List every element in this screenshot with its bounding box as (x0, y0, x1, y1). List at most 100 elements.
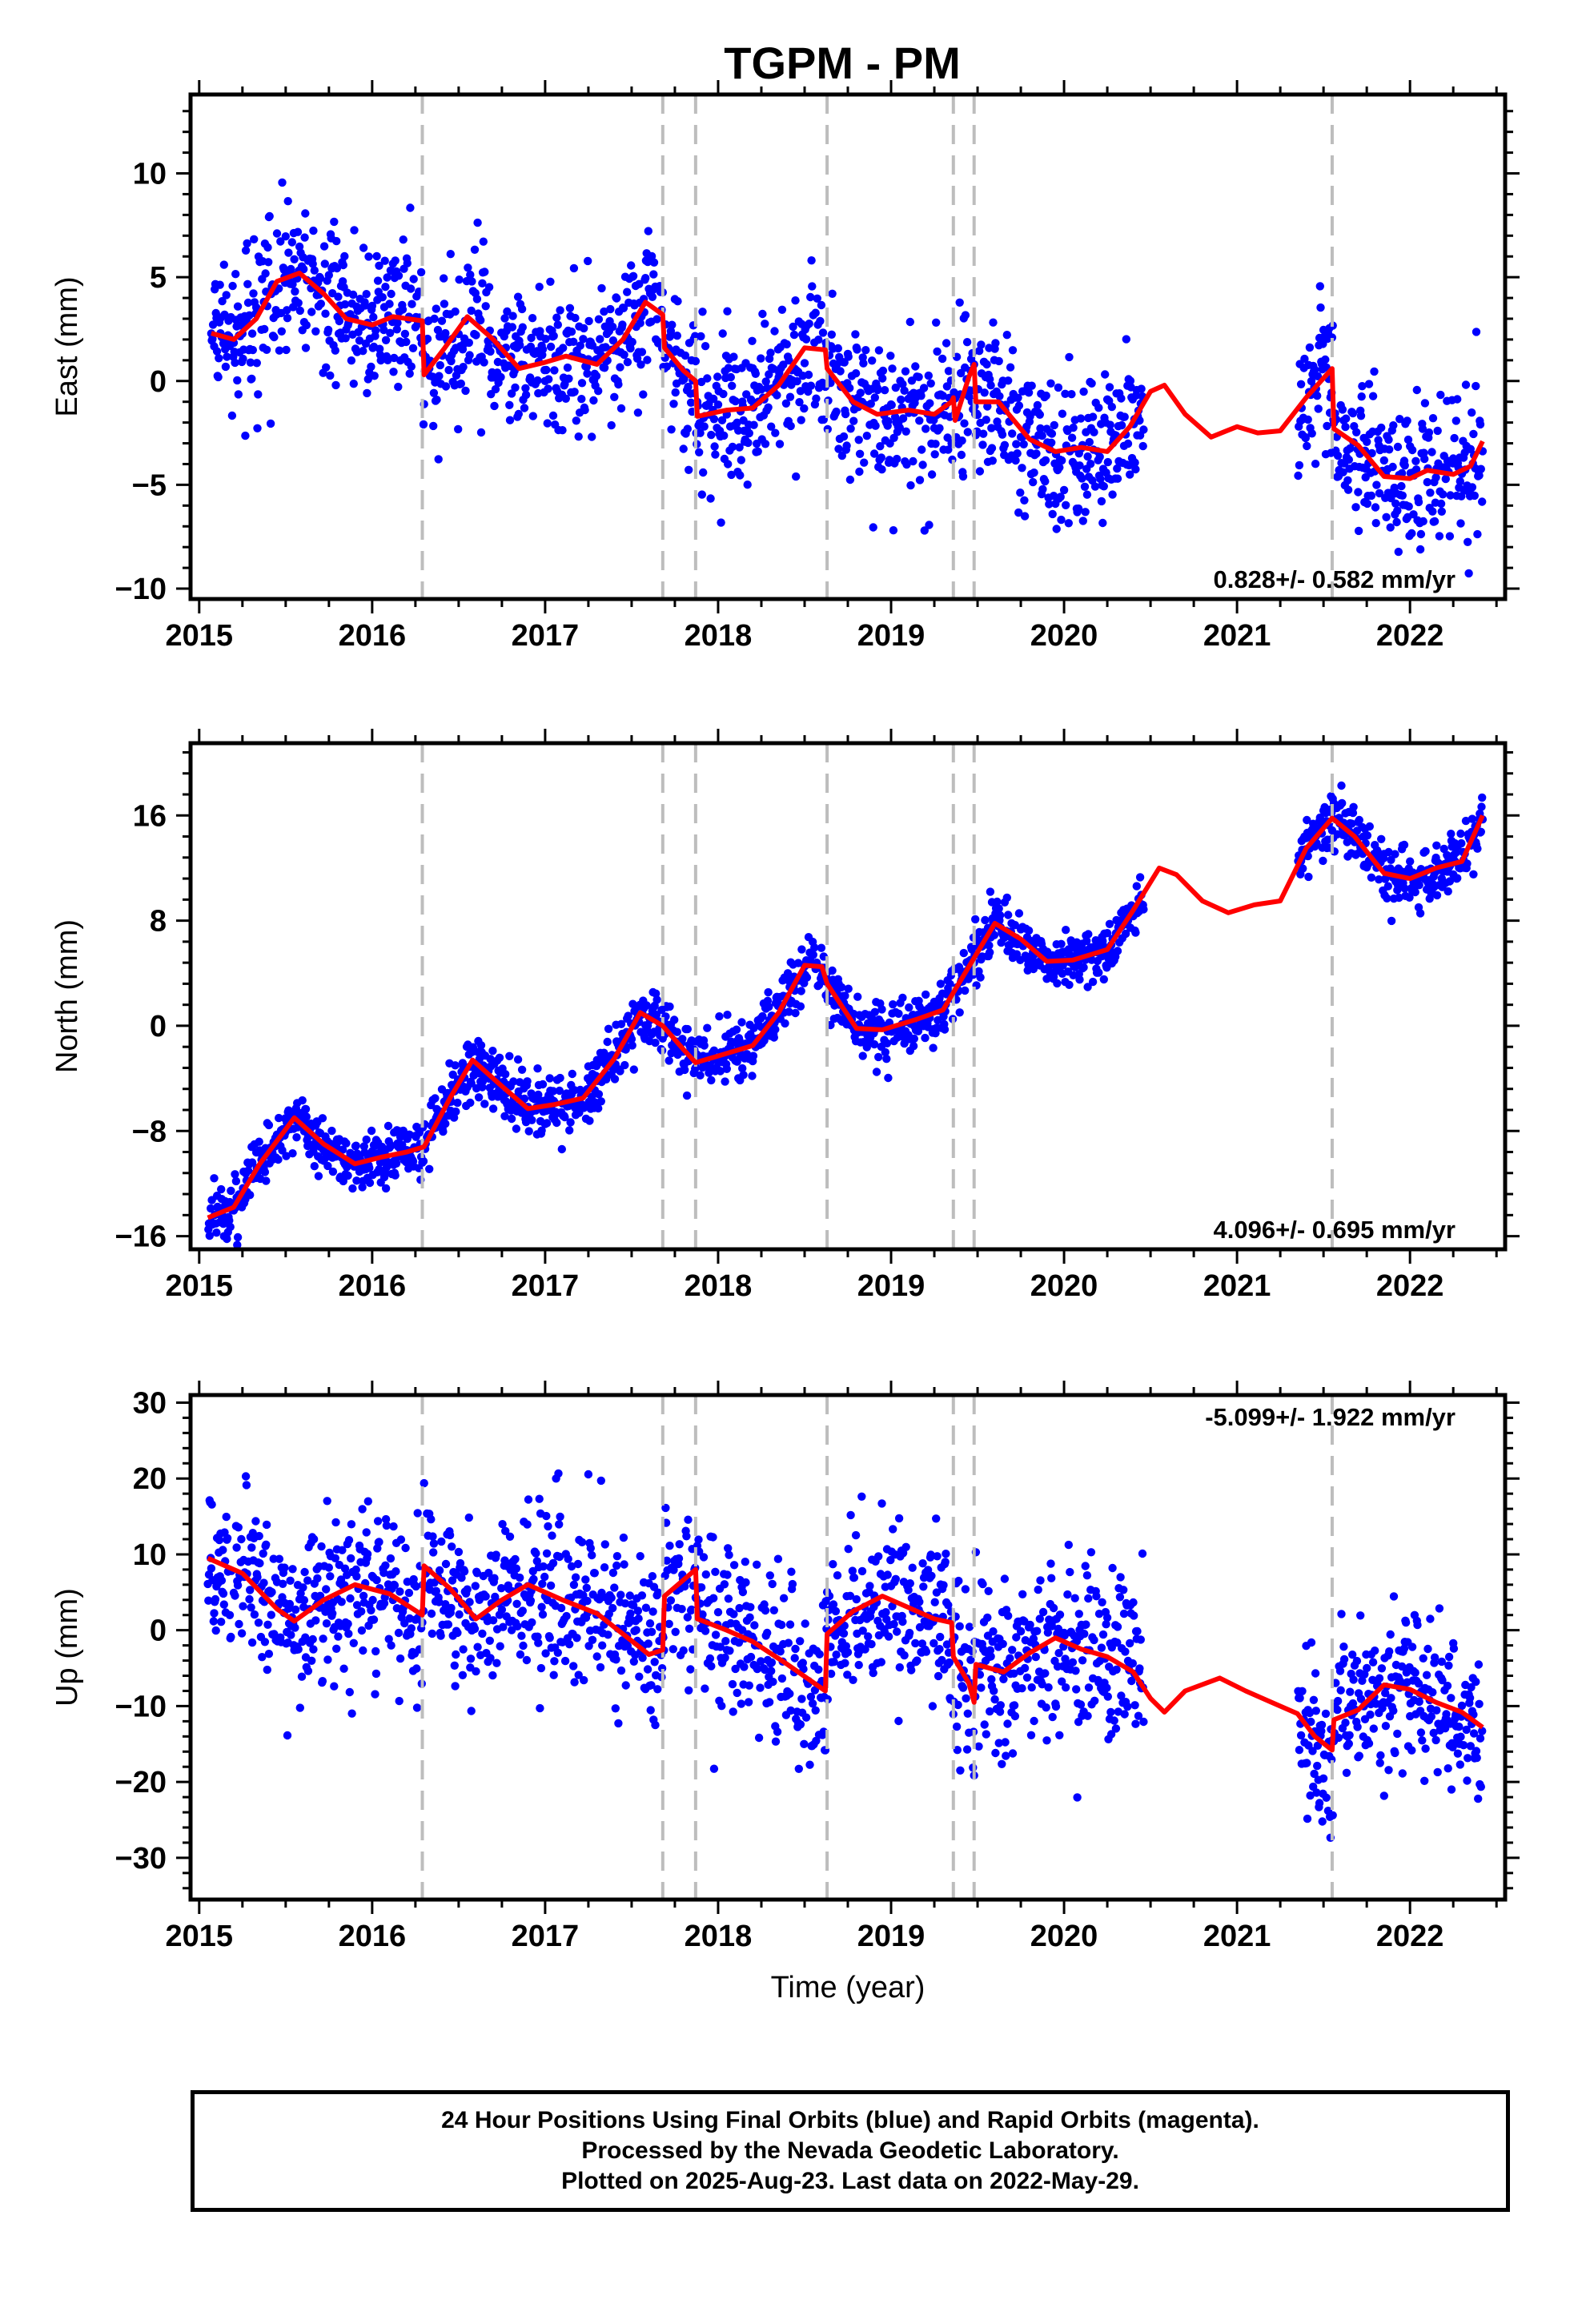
east-point-70 (250, 235, 259, 243)
north-point-948 (817, 943, 826, 952)
up-point-735 (684, 1515, 693, 1524)
up-point-262 (373, 1517, 383, 1526)
east-point-543 (563, 363, 572, 372)
up-point-506 (535, 1494, 544, 1503)
east-point-845 (757, 354, 765, 363)
east-point-250 (367, 301, 377, 311)
east-point-360 (440, 274, 448, 283)
east-point-1015 (869, 449, 879, 458)
north-point-552 (555, 1086, 564, 1096)
up-point-1119 (936, 1632, 945, 1642)
up-point-808 (733, 1688, 741, 1698)
east-point-708 (669, 400, 678, 408)
east-point-659 (636, 319, 644, 328)
east-point-460 (508, 323, 517, 332)
up-point-365 (444, 1620, 453, 1629)
east-point-76 (254, 390, 263, 399)
up-point-177 (319, 1634, 327, 1643)
up-point-174 (317, 1542, 326, 1551)
up-point-1197 (984, 1586, 993, 1596)
north-point-1364 (1088, 977, 1098, 987)
east-point-645 (628, 337, 636, 347)
east-point-1619 (1418, 424, 1427, 433)
north-point-215 (342, 1139, 351, 1148)
east-point-287 (391, 256, 400, 265)
up-point-53 (239, 1602, 247, 1610)
up-point-1254 (1020, 1663, 1030, 1673)
north-point-928 (802, 973, 812, 982)
north-point-479 (505, 1051, 514, 1061)
east-point-877 (777, 305, 787, 314)
east-point-761 (703, 374, 712, 383)
up-point-926 (814, 1665, 823, 1674)
east-point-1584 (1395, 415, 1404, 424)
up-point-1092 (919, 1582, 928, 1591)
up-point-886 (785, 1689, 794, 1699)
north-xtick-label: 2017 (512, 1269, 580, 1303)
north-point-146 (298, 1096, 307, 1105)
up-point-900 (796, 1637, 805, 1646)
north-point-36 (227, 1186, 235, 1196)
east-point-1262 (1033, 400, 1042, 410)
east-point-575 (584, 256, 592, 266)
up-point-592 (590, 1569, 599, 1578)
east-point-377 (451, 307, 460, 316)
north-point-718 (665, 1056, 673, 1065)
east-point-1615 (1415, 545, 1425, 554)
up-point-159 (307, 1656, 316, 1665)
east-ytick-label: 5 (150, 261, 167, 295)
east-xtick-label: 2018 (685, 619, 753, 653)
east-point-393 (461, 386, 470, 396)
up-point-1013 (867, 1639, 876, 1649)
north-point-538 (545, 1074, 554, 1083)
up-point-1264 (1027, 1683, 1036, 1692)
east-point-934 (816, 316, 825, 326)
east-point-55 (241, 431, 250, 440)
up-point-236 (357, 1607, 366, 1616)
north-point-253 (367, 1126, 376, 1136)
east-point-1413 (1130, 458, 1139, 467)
up-point-777 (711, 1630, 721, 1639)
east-point-860 (766, 348, 775, 357)
up-point-161 (308, 1634, 317, 1644)
north-point-1613 (1411, 887, 1419, 897)
up-point-736 (685, 1686, 693, 1695)
up-point-224 (347, 1520, 356, 1529)
east-point-66 (247, 374, 256, 384)
up-point-41 (231, 1591, 239, 1600)
east-point-1046 (889, 526, 898, 535)
east-point-1232 (1014, 393, 1022, 402)
up-point-869 (773, 1727, 782, 1736)
east-point-3 (208, 320, 218, 329)
east-point-715 (673, 297, 682, 306)
east-point-271 (381, 283, 390, 292)
up-point-517 (542, 1511, 551, 1521)
east-point-1392 (1117, 420, 1126, 430)
east-point-471 (514, 409, 523, 419)
up-point-396 (463, 1585, 472, 1594)
east-point-1090 (919, 384, 929, 392)
east-point-1122 (942, 339, 951, 348)
up-point-479 (518, 1606, 527, 1615)
east-point-685 (652, 315, 661, 324)
east-point-1087 (917, 392, 926, 400)
east-point-894 (789, 322, 797, 332)
up-point-399 (464, 1513, 473, 1522)
east-point-540 (561, 394, 570, 403)
east-point-1315 (1069, 423, 1078, 432)
up-point-581 (583, 1596, 592, 1606)
up-point-291 (394, 1628, 404, 1638)
east-point-293 (394, 271, 404, 280)
east-point-929 (813, 294, 821, 303)
east-point-919 (805, 320, 813, 328)
up-point-1151 (955, 1622, 964, 1631)
up-point-384 (455, 1610, 464, 1619)
east-point-1376 (1107, 402, 1117, 412)
up-point-492 (526, 1596, 536, 1606)
north-point-529 (538, 1080, 548, 1089)
up-point-1285 (1042, 1736, 1051, 1745)
east-point-315 (408, 300, 416, 308)
up-point-64 (247, 1603, 255, 1612)
north-point-151 (301, 1104, 311, 1114)
up-point-260 (372, 1575, 381, 1585)
